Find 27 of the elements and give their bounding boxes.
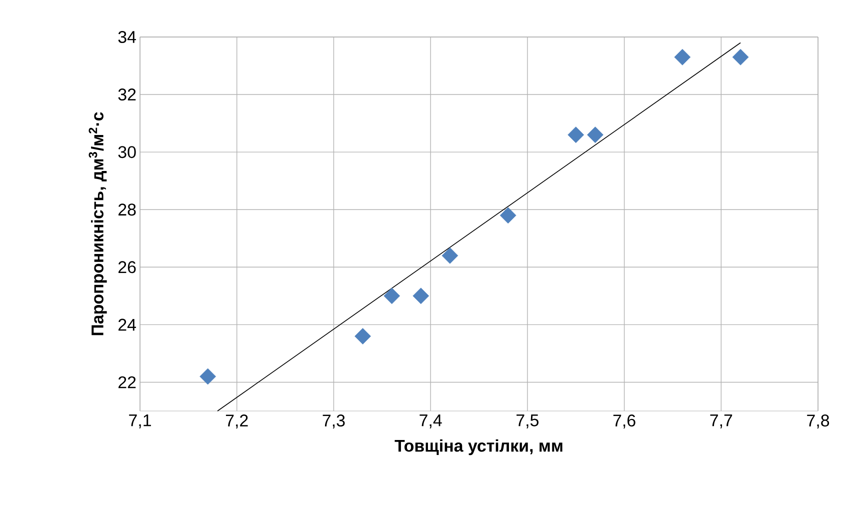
point — [587, 126, 604, 144]
point — [354, 328, 371, 344]
y-axis-title: Паропроникність, дм$^{3}$/м$^{2}$·с — [88, 112, 107, 336]
point — [442, 247, 458, 264]
point — [674, 48, 691, 66]
point — [384, 288, 400, 304]
x-tick-label: 7,6 — [613, 414, 636, 429]
x-tick-label: 7,3 — [322, 414, 345, 429]
y-tick-label: 24 — [118, 318, 136, 331]
x-tick-label: 7,8 — [807, 414, 830, 429]
point — [200, 368, 216, 385]
x-tick-label: 7,2 — [226, 414, 248, 429]
point — [568, 126, 584, 144]
x-tick-label: 7,1 — [129, 414, 151, 428]
y-tick-label: 34 — [118, 30, 136, 43]
y-tick-label: 32 — [118, 88, 136, 101]
x-tick-label: 7,7 — [710, 414, 732, 428]
point — [412, 288, 430, 304]
y-tick-label: 28 — [118, 204, 136, 216]
x-tick-label: 7,5 — [516, 414, 538, 428]
y-tick-label: 30 — [118, 146, 136, 158]
y-tick-label: 26 — [118, 261, 136, 274]
point — [500, 207, 516, 224]
x-axis-title: Товщіна устілки, мм — [394, 439, 562, 456]
y-tick-label: 22 — [118, 376, 136, 388]
x-tick-label: 7,4 — [420, 414, 442, 428]
point — [732, 48, 749, 66]
